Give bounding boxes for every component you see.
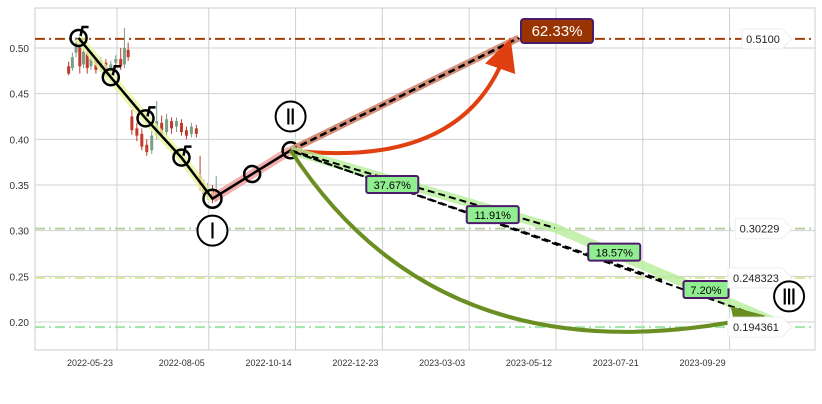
x-tick-label: 2022-05-23 <box>67 358 113 368</box>
pivot-circle <box>242 164 262 184</box>
candle-body <box>184 130 188 136</box>
segment-label: 11.91% <box>474 210 511 222</box>
candle-body <box>122 48 126 65</box>
candle-body <box>119 58 123 67</box>
candle-body <box>130 116 134 131</box>
target-up-arrow <box>290 38 516 156</box>
candle-body <box>82 51 86 65</box>
level-label-box <box>734 218 793 240</box>
y-tick-label: 0.25 <box>10 272 30 283</box>
wave-label-circle <box>274 100 307 133</box>
candle-body <box>194 128 198 134</box>
candle-body <box>189 126 193 134</box>
x-tick-label: 2022-08-05 <box>159 358 205 368</box>
y-tick-label: 0.20 <box>10 318 30 329</box>
segment-label: 7.20% <box>690 285 721 297</box>
pivot-circle <box>136 109 155 128</box>
pivot-circle <box>69 28 88 48</box>
candle-body <box>175 121 179 127</box>
segment-label-box <box>465 205 520 225</box>
candle-body <box>85 53 89 69</box>
wave-label-circle <box>773 280 806 313</box>
candle-body <box>150 135 154 151</box>
y-tick-label: 0.40 <box>10 135 30 146</box>
candle-body <box>74 43 78 53</box>
candle-body <box>70 57 74 69</box>
level-label-box <box>727 316 793 338</box>
turn-arrow-icon <box>111 64 121 76</box>
level-label: 0.5100 <box>746 34 780 46</box>
pivot-circle <box>101 67 121 87</box>
y-tick-label: 0.50 <box>10 44 30 55</box>
target-up-label-box <box>520 18 594 44</box>
candle-body <box>126 49 130 58</box>
candle-body <box>179 122 183 133</box>
wave-label: Ⅰ <box>209 219 216 244</box>
x-tick-label: 2022-12-23 <box>332 358 378 368</box>
wave-label: Ⅲ <box>781 284 796 309</box>
candle-body <box>78 45 82 67</box>
segment-label-box <box>587 242 642 262</box>
candle-body <box>67 66 71 74</box>
level-label-box <box>741 28 793 50</box>
y-tick-label: 0.30 <box>10 227 30 238</box>
segment-label-box <box>365 174 420 194</box>
candle-body <box>109 64 113 70</box>
y-tick-label: 0.35 <box>10 181 30 192</box>
candle-body <box>145 144 149 153</box>
candle-body <box>135 128 139 136</box>
x-tick-label: 2023-07-21 <box>593 358 639 368</box>
wave-label: Ⅱ <box>285 104 296 129</box>
target-up-line <box>290 36 520 152</box>
x-tick-label: 2022-10-14 <box>246 358 292 368</box>
segment-label: 18.57% <box>596 248 634 260</box>
candle-body <box>165 119 169 133</box>
pivot-circle <box>202 188 223 209</box>
candle-body <box>160 122 164 134</box>
turn-arrow-icon <box>146 106 156 117</box>
candle-body <box>170 121 174 129</box>
candle-body <box>89 58 93 67</box>
x-tick-label: 2023-09-29 <box>680 358 726 368</box>
segment-line <box>292 150 776 323</box>
segment-label-box <box>682 280 730 300</box>
x-tick-label: 2023-03-03 <box>419 358 465 368</box>
x-tick-label: 2023-05-12 <box>506 358 552 368</box>
candle-body <box>140 133 144 147</box>
segment-label: 37.67% <box>374 180 412 192</box>
segment-line <box>290 149 556 229</box>
turn-arrow-icon <box>182 145 192 156</box>
wave-path <box>77 37 292 201</box>
pivot-circle <box>172 148 191 167</box>
target-down-arrow <box>288 149 766 338</box>
level-label: 0.194361 <box>733 322 779 334</box>
target-up-label: 62.33% <box>532 23 583 40</box>
level-label: 0.248323 <box>733 273 779 285</box>
y-tick-label: 0.45 <box>10 90 30 101</box>
level-label: 0.30229 <box>740 224 780 236</box>
wave-label-circle <box>196 214 229 247</box>
turn-arrow-icon <box>79 25 89 37</box>
candle-body <box>114 58 118 63</box>
